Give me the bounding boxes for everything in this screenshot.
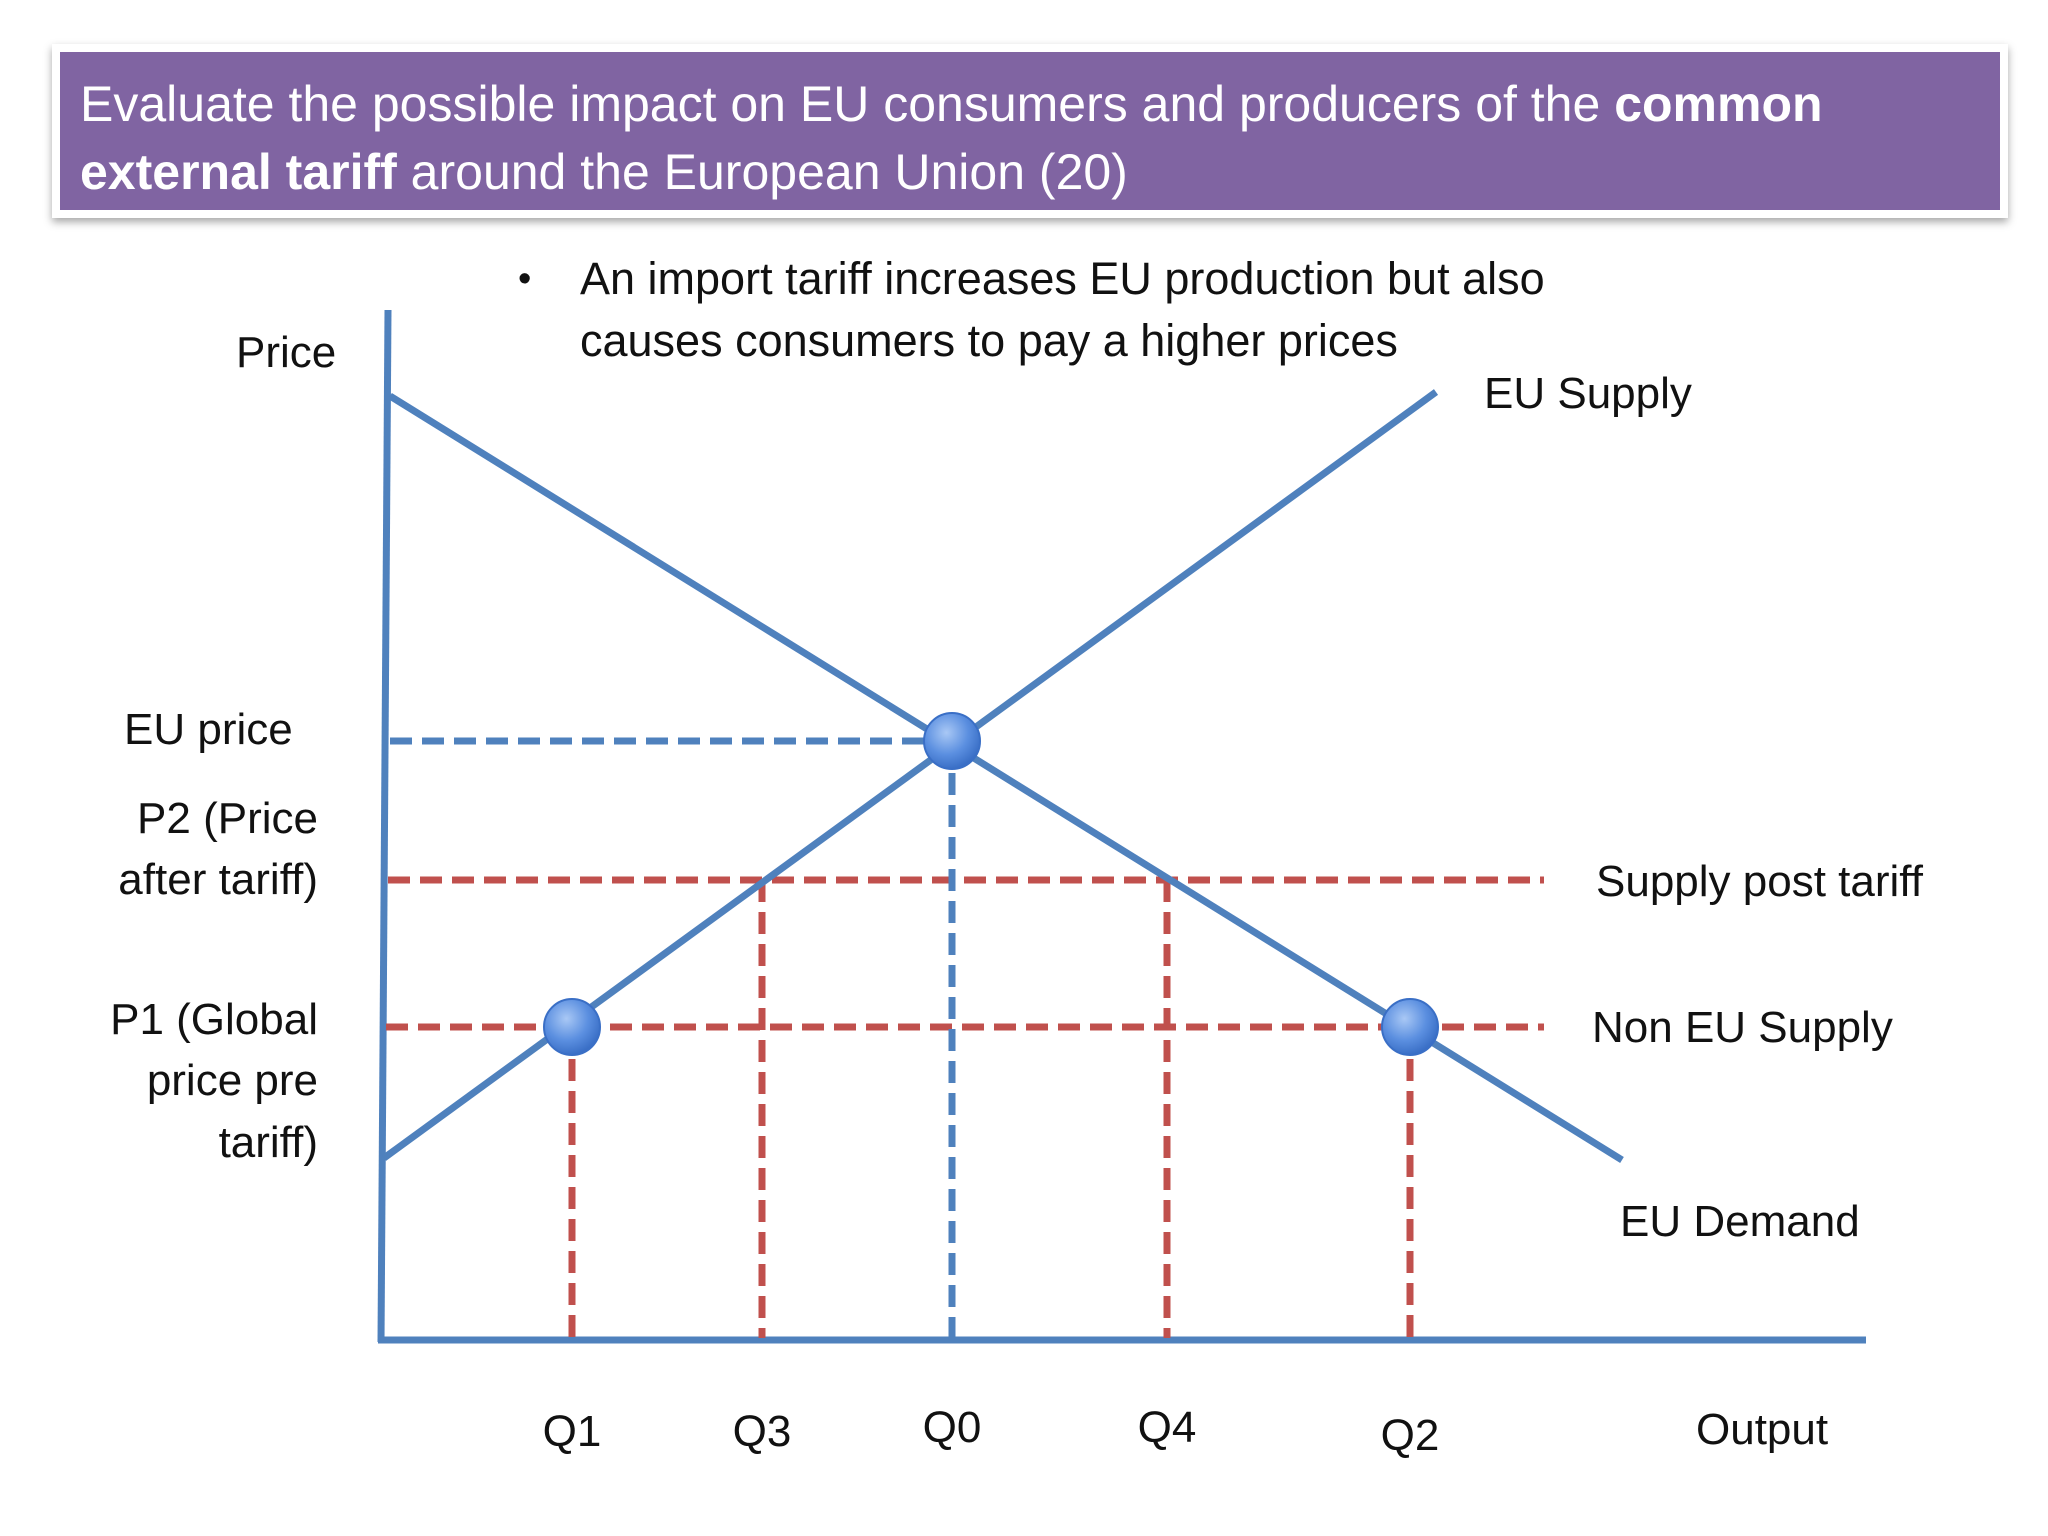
slide-title: Evaluate the possible impact on EU consu…: [52, 44, 2008, 218]
title-prefix: Evaluate the possible impact on EU consu…: [80, 76, 1615, 132]
bullet-line-1: An import tariff increases EU production…: [580, 253, 1545, 304]
q0-label: Q0: [923, 1403, 982, 1452]
p1-label-line-1: P1 (Global: [110, 995, 318, 1044]
y-axis: [377, 309, 392, 1343]
point-q2: [1381, 998, 1439, 1056]
non-eu-supply-label: Non EU Supply: [1592, 1003, 1893, 1052]
q1-label: Q1: [543, 1407, 602, 1456]
title-bold-common: common: [1614, 76, 1823, 132]
p2-label-line-1: P2 (Price: [137, 794, 318, 843]
q3-label: Q3: [733, 1407, 792, 1456]
point-q1: [543, 998, 601, 1056]
eu-price-label: EU price: [124, 705, 293, 754]
p1-label-line-2: price pre: [147, 1056, 318, 1105]
bullet-line-2: causes consumers to pay a higher prices: [580, 315, 1398, 366]
bullet-point: • An import tariff increases EU producti…: [518, 248, 1700, 372]
y-axis-label: Price: [236, 328, 336, 377]
p1-label-line-3: tariff): [219, 1118, 318, 1167]
q2-label: Q2: [1381, 1411, 1440, 1460]
eu-demand-label: EU Demand: [1620, 1197, 1860, 1246]
q4-label: Q4: [1138, 1403, 1197, 1452]
supply-post-tariff-label: Supply post tariff: [1596, 857, 1924, 906]
eu-supply-label: EU Supply: [1484, 369, 1692, 418]
title-suffix: around the European Union (20): [396, 144, 1128, 200]
equilibrium-point-q0: [923, 712, 981, 770]
p2-label-line-2: after tariff): [118, 855, 318, 904]
x-axis-label: Output: [1696, 1405, 1828, 1454]
supply-curve: [381, 389, 1439, 1161]
title-bold-external-tariff: external tariff: [80, 144, 397, 200]
bullet-dot-icon: •: [518, 258, 532, 300]
